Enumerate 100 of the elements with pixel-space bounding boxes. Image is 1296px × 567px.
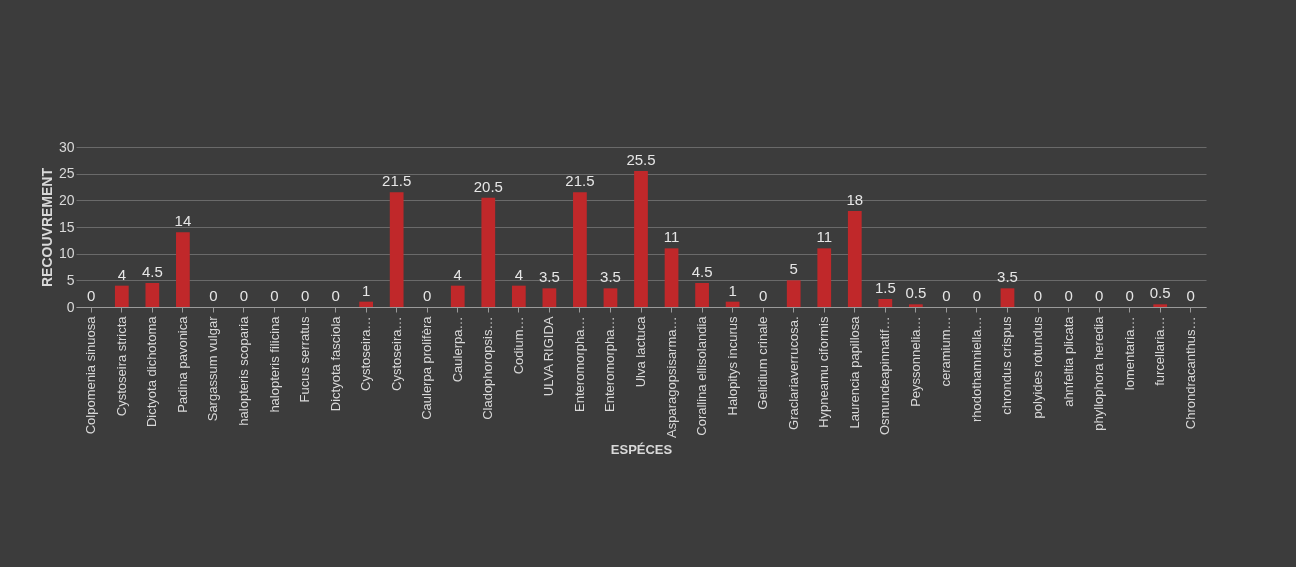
x-tick-label: Caulerpa… [449, 316, 465, 383]
data-label: 0.5 [905, 284, 927, 302]
bar [145, 283, 160, 307]
data-label: 4 [453, 265, 462, 283]
x-tick-label: ceramium… [938, 316, 954, 387]
data-label: 4 [117, 265, 126, 283]
x-tick-label: Dictyota dichotoma [144, 315, 160, 428]
data-label: 0 [1094, 287, 1104, 304]
data-label: 0 [1125, 287, 1134, 304]
data-label: 4.5 [141, 263, 163, 280]
x-tick-label: Codium… [510, 316, 526, 375]
x-tick-label: Sargassum vulgar [205, 315, 221, 422]
x-tick-label: Enteromorpha… [571, 316, 587, 412]
y-tick-label: 5 [66, 271, 75, 288]
data-label: 0 [758, 287, 768, 304]
bar [908, 304, 923, 307]
y-axis-title: RECOUVREMENT [38, 167, 55, 288]
x-tick-label: Chrondracanthus… [1182, 316, 1198, 430]
bar [114, 285, 129, 307]
x-tick-label: Graclariaverrucosa. [785, 316, 801, 430]
data-label: 1.5 [874, 279, 896, 296]
x-tick-label: Hypneamu ciformis [816, 316, 832, 428]
x-tick-label: Colpomenia sinuosa [83, 315, 99, 435]
data-label: 4 [514, 265, 524, 283]
data-label: 21.5 [382, 172, 412, 190]
bar [176, 232, 190, 307]
data-label: 3.5 [997, 268, 1018, 286]
data-label: 0 [300, 287, 310, 304]
data-label: 0 [423, 287, 432, 304]
bar [389, 192, 404, 307]
data-label: 0 [1033, 287, 1043, 304]
x-tick-label: Laurencia papillosa [846, 315, 862, 429]
x-tick-label: Halopitys incurus [724, 316, 740, 416]
data-label: 20.5 [473, 177, 503, 195]
x-tick-label: halopteris scoparia [235, 315, 251, 426]
bar [573, 192, 587, 307]
x-tick-label: Caulerpa prolifèra [419, 315, 435, 420]
bar [1000, 288, 1015, 307]
data-label: 0 [942, 287, 951, 304]
data-label: 3.5 [538, 268, 560, 286]
x-tick-label: phyllophora heredia [1091, 315, 1107, 431]
data-label: 1 [728, 281, 737, 299]
data-label: 1 [361, 281, 371, 299]
bar [511, 285, 526, 307]
x-tick-label: Cystoseira… [358, 316, 374, 391]
data-label: 14 [174, 212, 192, 230]
y-tick-label: 0 [66, 298, 75, 315]
x-tick-label: ahnfeltia plicata [1060, 315, 1076, 407]
bar [847, 211, 862, 307]
x-tick-label: Corallina ellisolandia [694, 315, 710, 436]
data-label: 0 [972, 287, 982, 304]
x-tick-label: Padina pavonica [174, 315, 190, 413]
bar [634, 171, 648, 307]
data-label: 0 [209, 287, 218, 304]
x-tick-label: chrondus crispus [999, 316, 1015, 415]
x-tick-label: Cladophoropsis… [480, 316, 496, 420]
bar [450, 285, 465, 307]
x-tick-label: Dictyota fasciola [327, 315, 343, 412]
x-axis-title: ESPÉCES [610, 441, 673, 457]
data-label: 0 [1186, 287, 1195, 304]
x-tick-label: Cystoseira stricta [113, 315, 129, 417]
x-tick-label: halopteris filicina [266, 315, 282, 413]
x-tick-label: furcellaria… [1152, 316, 1168, 386]
data-label: 0 [87, 287, 96, 304]
y-tick-label: 25 [58, 165, 75, 182]
bar [1153, 304, 1168, 307]
data-label: 11 [816, 228, 833, 246]
data-label: 4.5 [691, 263, 713, 280]
x-tick-label: Cystoseira… [388, 316, 404, 391]
x-tick-label: Gelidium crinale [755, 316, 771, 410]
data-label: 0 [331, 287, 340, 304]
data-label: 0 [239, 287, 249, 304]
x-tick-label: Fucus serratus [297, 316, 313, 403]
y-tick-label: 15 [58, 218, 75, 235]
x-tick-label: Osmundeapinnatif… [877, 316, 893, 436]
data-label: 0 [270, 287, 279, 304]
x-tick-label: lomentaria… [1121, 316, 1137, 391]
bar [664, 248, 679, 307]
data-label: 5 [789, 260, 798, 278]
x-tick-label: Enteromorpha… [602, 316, 618, 412]
bar [359, 301, 374, 307]
data-label: 11 [663, 228, 680, 246]
x-tick-label: Ulva lactuca [633, 315, 648, 388]
x-tick-label: Asparagopsisarma… [663, 316, 679, 438]
y-tick-label: 10 [58, 245, 75, 262]
bar [817, 248, 832, 307]
x-tick-label: ULVA RIGIDA [541, 316, 557, 397]
bar [695, 283, 709, 307]
y-tick-label: 30 [58, 138, 75, 155]
x-tick-label: polyides rotundus [1030, 316, 1046, 419]
x-tick-label: rhodothamniella… [968, 316, 984, 423]
bar [786, 280, 801, 307]
bar [542, 288, 557, 307]
data-label: 3.5 [600, 268, 621, 286]
data-label: 18 [846, 191, 864, 208]
data-label: 0.5 [1149, 284, 1171, 302]
data-label: 0 [1064, 287, 1073, 304]
bar [603, 288, 618, 307]
y-tick-label: 20 [58, 191, 75, 208]
bar [481, 197, 496, 307]
